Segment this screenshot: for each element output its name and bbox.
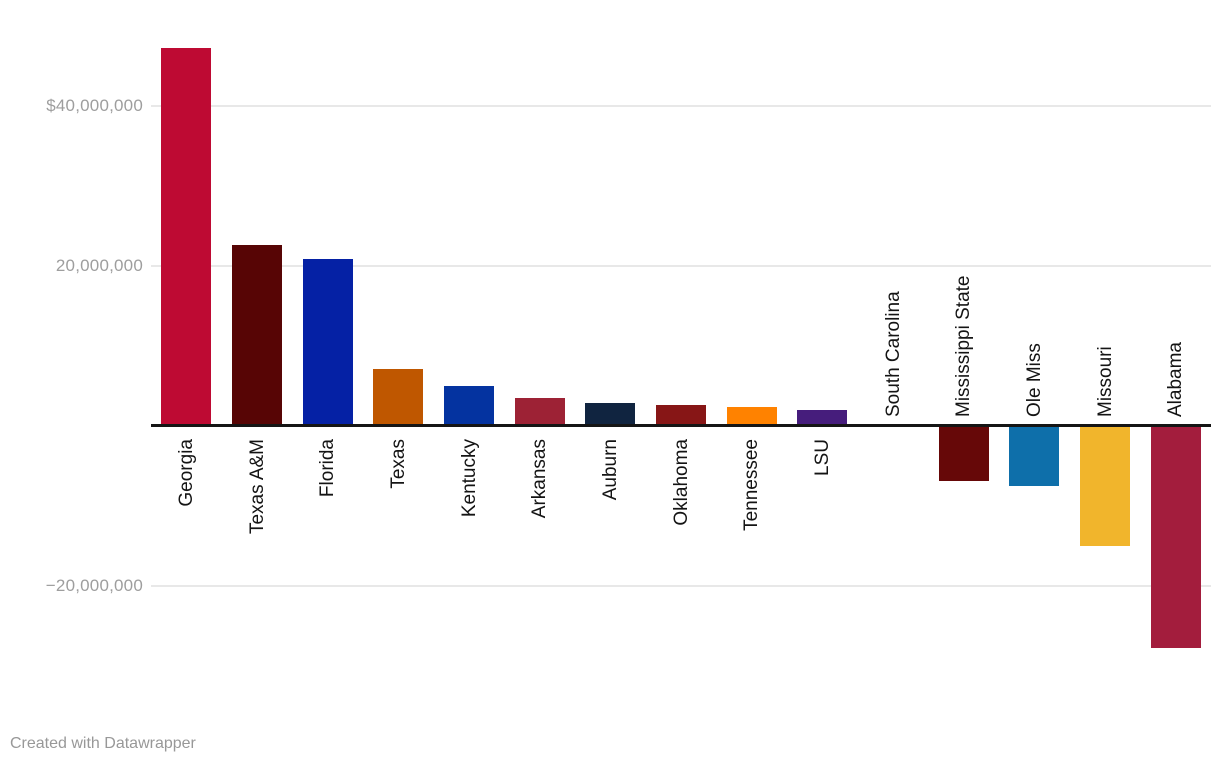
category-label-texas: Texas [387, 439, 409, 489]
gridline [151, 264, 1211, 267]
category-label-georgia: Georgia [175, 439, 197, 507]
bar-kentucky[interactable] [444, 386, 494, 424]
category-label-arkansas: Arkansas [529, 439, 551, 519]
category-label-missouri: Missouri [1094, 346, 1116, 417]
category-label-mississippi-state: Mississippi State [953, 275, 975, 418]
category-label-south-carolina: South Carolina [882, 291, 904, 417]
category-label-kentucky: Kentucky [458, 439, 480, 518]
bar-oklahoma[interactable] [656, 404, 706, 424]
bar-auburn[interactable] [585, 403, 636, 424]
category-label-florida: Florida [317, 439, 339, 498]
bar-ole-miss[interactable] [1009, 427, 1060, 487]
category-label-ole-miss: Ole Miss [1023, 343, 1045, 417]
bar-florida[interactable] [302, 259, 353, 424]
bar-lsu[interactable] [797, 410, 848, 424]
y-axis-tick-label: 20,000,000 [55, 255, 143, 275]
y-axis-tick-label: $40,000,000 [46, 95, 143, 115]
bar-tennessee[interactable] [726, 407, 777, 424]
bar-texas-a-m[interactable] [232, 244, 282, 424]
bar-alabama[interactable] [1150, 427, 1201, 648]
category-label-auburn: Auburn [599, 439, 621, 501]
bar-georgia[interactable] [161, 48, 212, 424]
y-axis-tick-label: −20,000,000 [45, 575, 143, 595]
category-label-alabama: Alabama [1165, 342, 1187, 417]
category-label-oklahoma: Oklahoma [670, 439, 692, 526]
category-label-lsu: LSU [811, 439, 833, 476]
bar-texas[interactable] [373, 368, 424, 424]
bar-mississippi-state[interactable] [938, 427, 989, 481]
bar-arkansas[interactable] [514, 398, 565, 424]
x-axis-baseline [151, 424, 1211, 427]
gridline [151, 584, 1211, 587]
category-label-texas-a-m: Texas A&M [246, 439, 268, 535]
datawrapper-credit-link[interactable]: Created with Datawrapper [10, 735, 196, 752]
bar-missouri[interactable] [1080, 427, 1130, 547]
gridline [151, 104, 1211, 107]
category-label-tennessee: Tennessee [741, 439, 763, 531]
